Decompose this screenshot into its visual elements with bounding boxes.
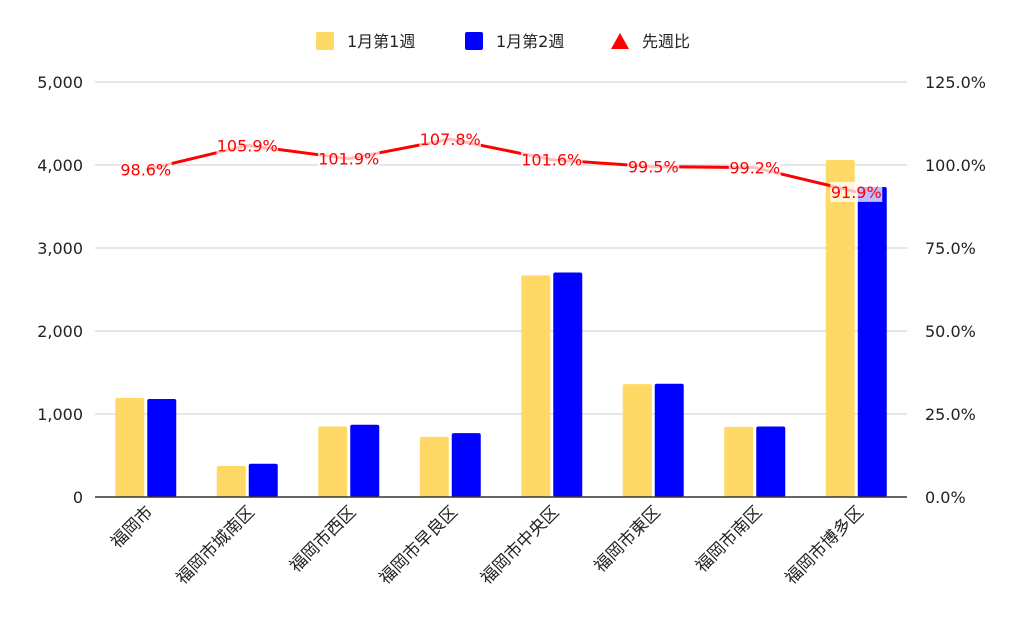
ratio-data-label: 105.9% <box>217 136 278 155</box>
data-label-background <box>119 159 172 180</box>
right-tick-label: 50.0% <box>925 322 976 341</box>
right-tick-label: 75.0% <box>925 239 976 258</box>
legend-label: 1月第2週 <box>496 32 564 51</box>
category-label: 福岡市博多区 <box>782 502 868 588</box>
category-label: 福岡市中央区 <box>477 502 563 588</box>
bar-week1 <box>216 465 246 497</box>
category-label: 福岡市西区 <box>286 502 360 576</box>
category-label: 福岡市早良区 <box>376 502 462 588</box>
legend-triangle-icon <box>611 33 629 49</box>
bar-week1 <box>318 426 348 497</box>
ratio-data-label: 101.9% <box>318 150 379 169</box>
category-label: 福岡市 <box>107 502 157 552</box>
legend-swatch-icon <box>465 32 483 50</box>
bar-week2 <box>654 383 684 497</box>
bar-week2 <box>147 399 177 497</box>
bar-week1 <box>115 397 145 497</box>
gridlines <box>95 81 907 415</box>
ratio-data-label: 101.6% <box>521 151 582 170</box>
data-label-background <box>830 181 883 202</box>
x-axis-labels: 福岡市 福岡市城南区 福岡市西区 福岡市早良区 福岡市中央区 福岡市東区 福岡市南区 福岡市博… <box>107 502 868 588</box>
bar-week2 <box>451 433 481 497</box>
left-tick-label: 5,000 <box>37 73 83 92</box>
data-label-background <box>419 129 482 150</box>
bar-week2 <box>553 272 583 497</box>
left-tick-label: 4,000 <box>37 156 83 175</box>
bar-week2 <box>857 186 887 497</box>
data-label-background <box>216 135 279 156</box>
bar-week2 <box>248 463 278 497</box>
bar-week2 <box>756 426 786 497</box>
right-axis: 0.0% 25.0% 50.0% 75.0% 100.0% 125.0% <box>925 73 986 507</box>
legend: 1月第1週 1月第2週 先週比 <box>316 32 690 51</box>
ratio-data-label: 91.9% <box>831 183 882 202</box>
right-tick-label: 100.0% <box>925 156 986 175</box>
legend-label: 1月第1週 <box>347 32 415 51</box>
data-label-background <box>728 157 781 178</box>
bar-week1 <box>521 275 551 497</box>
ratio-line-series: 98.6% 105.9% 101.9% 107.8% 101.6% 99.5% 99.2% 9… <box>119 129 883 202</box>
category-label: 福岡市東区 <box>591 502 665 576</box>
ratio-data-label: 99.2% <box>729 159 780 178</box>
ratio-data-label: 99.5% <box>628 158 679 177</box>
bar-week1 <box>622 384 652 497</box>
legend-label: 先週比 <box>642 32 690 51</box>
bars <box>115 160 887 497</box>
data-label-background <box>627 156 680 177</box>
right-tick-label: 0.0% <box>925 488 966 507</box>
left-axis: 0 1,000 2,000 3,000 4,000 5,000 <box>37 73 83 507</box>
left-tick-label: 2,000 <box>37 322 83 341</box>
right-tick-label: 25.0% <box>925 405 976 424</box>
data-label-background <box>520 149 583 170</box>
left-tick-label: 0 <box>73 488 83 507</box>
bar-week2 <box>350 424 380 497</box>
category-label: 福岡市城南区 <box>173 502 259 588</box>
data-label-background <box>317 148 380 169</box>
right-tick-label: 125.0% <box>925 73 986 92</box>
bar-week1 <box>724 426 754 497</box>
category-label: 福岡市南区 <box>692 502 766 576</box>
bar-week1 <box>825 160 855 497</box>
ratio-data-label: 98.6% <box>120 161 171 180</box>
left-tick-label: 3,000 <box>37 239 83 258</box>
legend-swatch-icon <box>316 32 334 50</box>
ratio-data-label: 107.8% <box>420 130 481 149</box>
bar-week1 <box>419 436 449 497</box>
left-tick-label: 1,000 <box>37 405 83 424</box>
